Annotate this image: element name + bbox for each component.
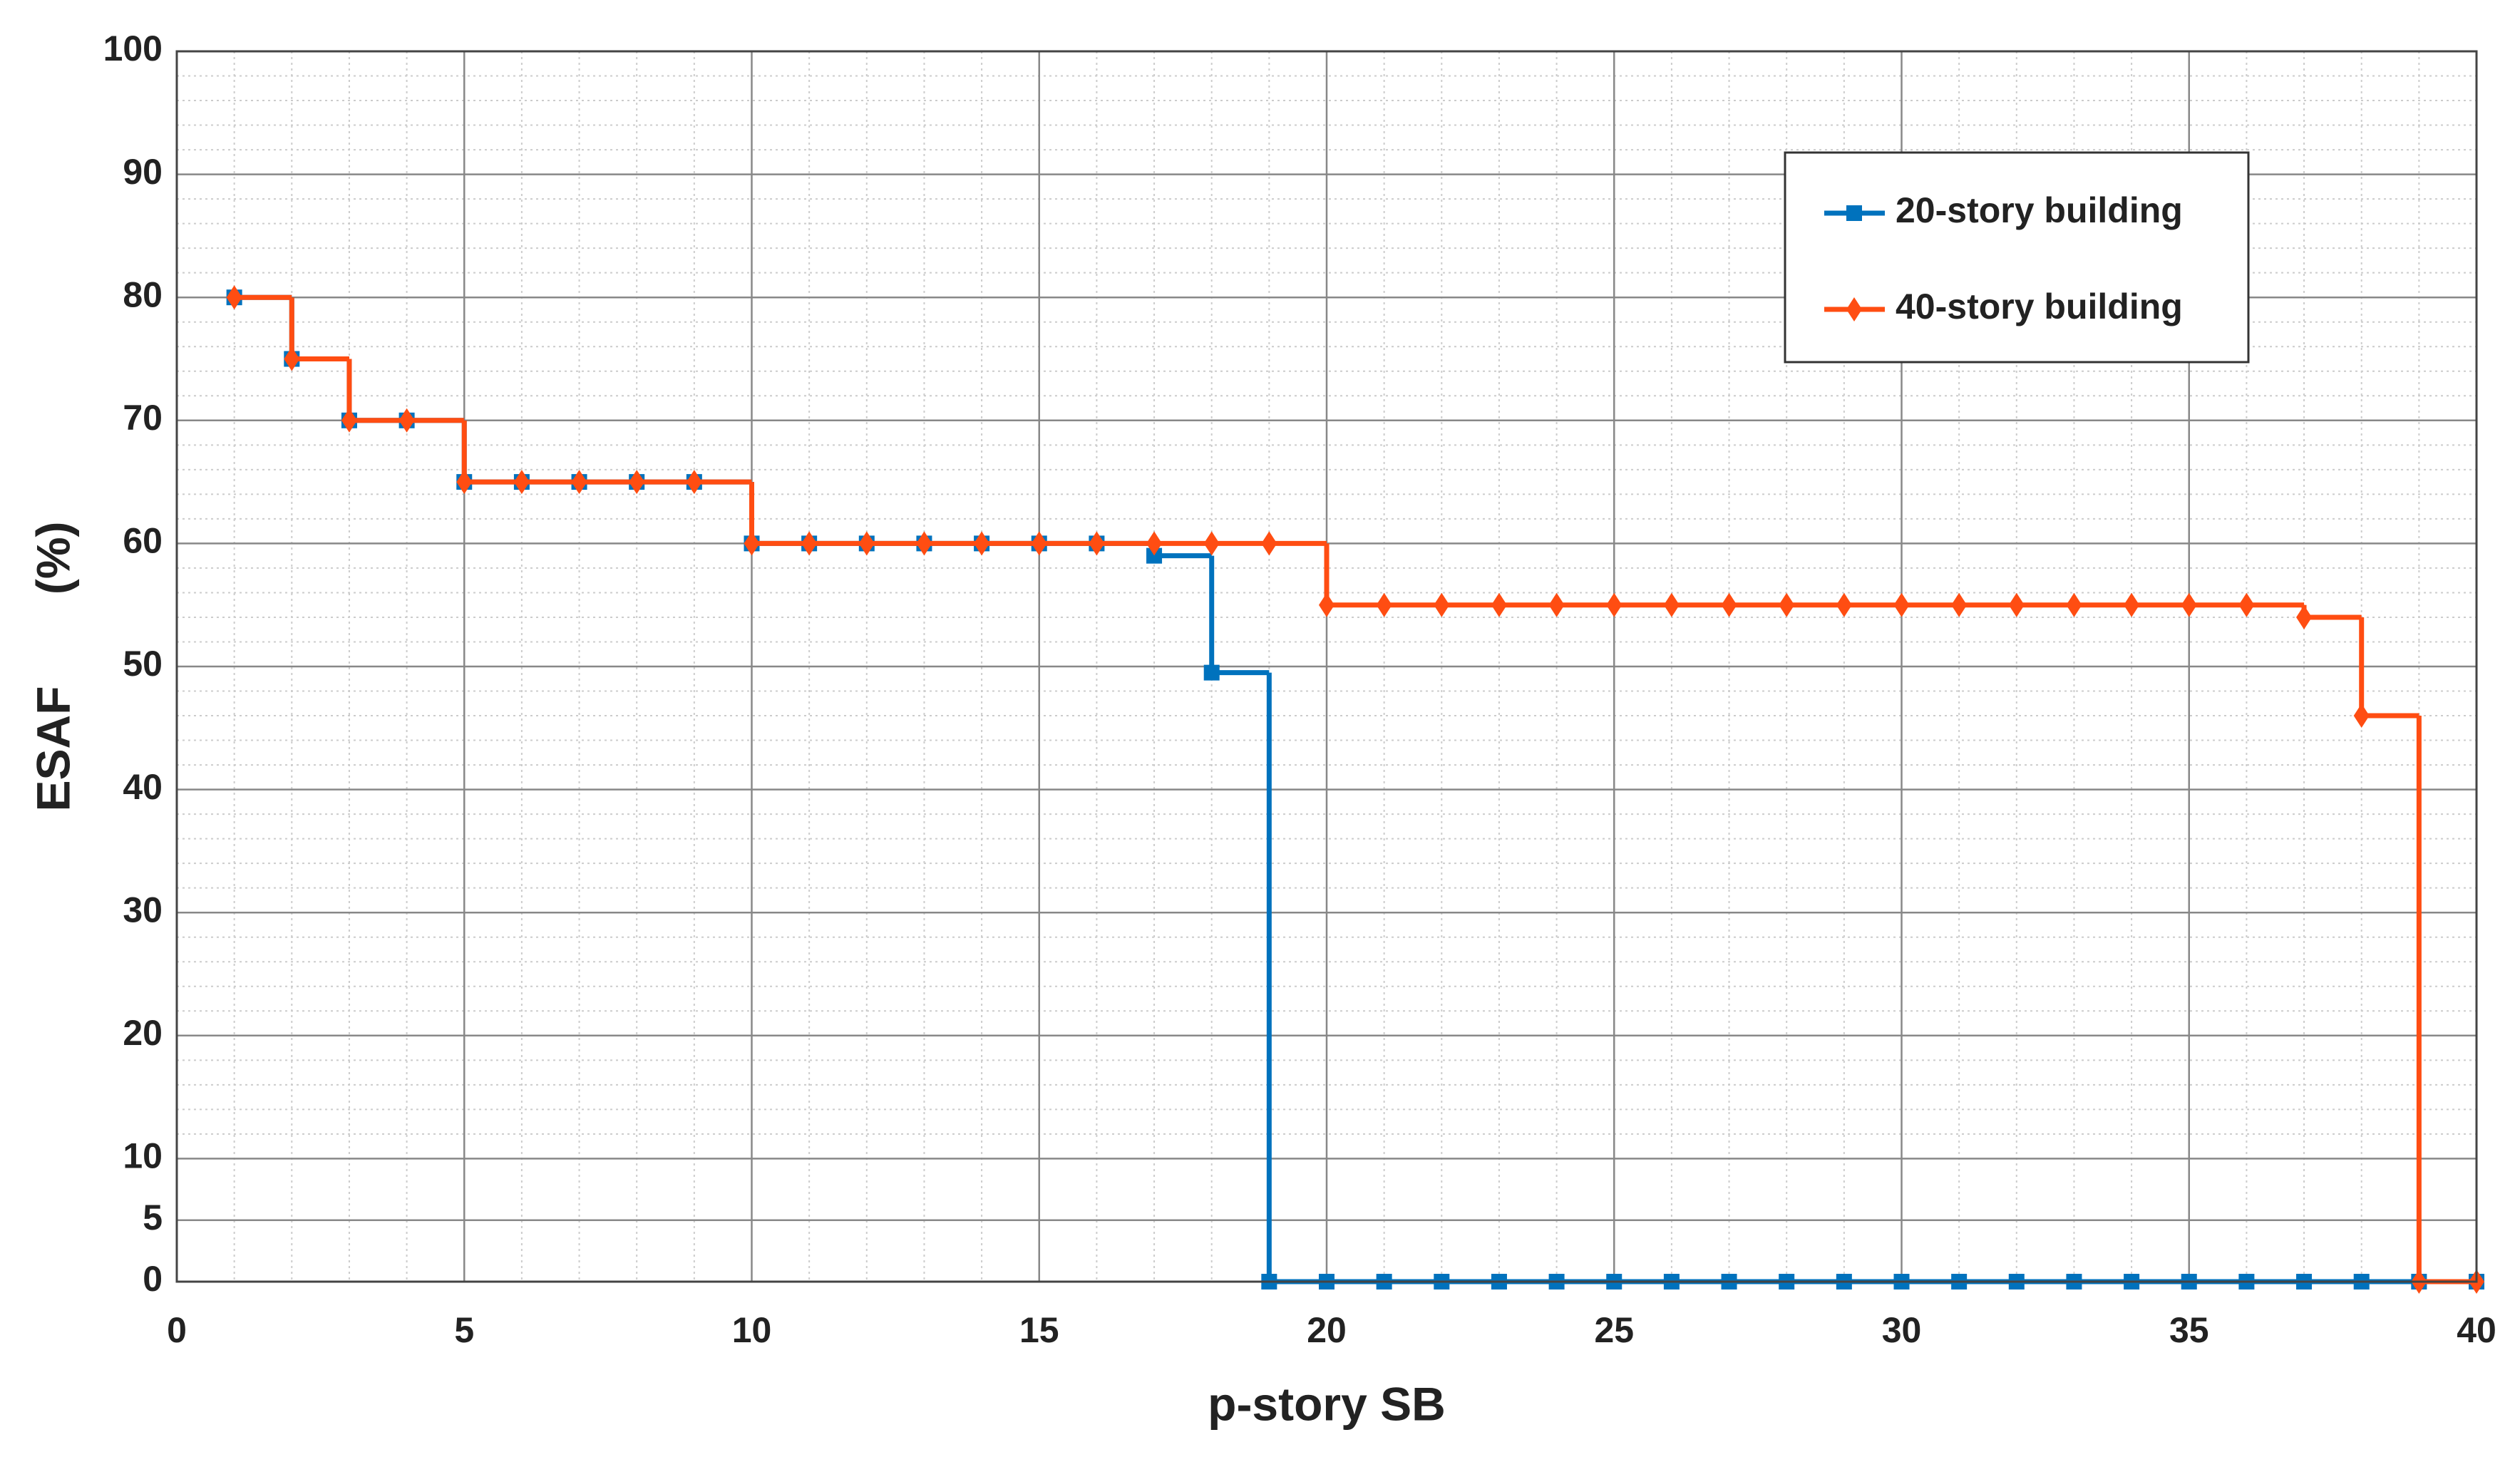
marker: [2181, 592, 2197, 617]
y-tick-label: 70: [123, 398, 163, 438]
legend-label: 20-story building: [1896, 190, 2183, 230]
marker: [284, 346, 300, 371]
series: [226, 285, 2484, 1294]
y-tick-label: 10: [123, 1136, 163, 1176]
x-tick-label: 0: [167, 1310, 187, 1350]
marker: [1846, 205, 1862, 221]
marker: [1146, 531, 1163, 556]
y-axis-label: ESAF (%): [26, 522, 79, 812]
marker: [2353, 704, 2370, 729]
marker: [2238, 592, 2255, 617]
marker: [1203, 531, 1220, 556]
marker: [1319, 592, 1334, 617]
x-tick-label: 40: [2457, 1310, 2496, 1350]
marker: [2124, 592, 2140, 617]
x-tick-label: 20: [1307, 1310, 1347, 1350]
plot-frame: [175, 50, 2478, 1283]
marker: [1261, 531, 1277, 556]
marker: [1491, 592, 1507, 617]
marker: [858, 531, 875, 556]
marker: [1606, 592, 1622, 617]
marker: [744, 531, 760, 556]
marker: [1951, 592, 1968, 617]
marker: [1836, 592, 1852, 617]
x-tick-label: 35: [2169, 1310, 2209, 1350]
marker: [1548, 592, 1565, 617]
y-tick-label: 90: [123, 152, 163, 192]
marker: [1031, 531, 1047, 556]
legend-label: 40-story building: [1896, 287, 2183, 326]
grid: [175, 50, 2478, 1283]
marker: [2008, 592, 2025, 617]
marker: [1893, 592, 1910, 617]
marker: [1721, 592, 1737, 617]
x-tick-label: 25: [1594, 1310, 1634, 1350]
y-tick-label: 0: [143, 1259, 163, 1299]
marker: [1434, 592, 1450, 617]
marker: [2066, 592, 2082, 617]
y-tick-label: 30: [123, 890, 163, 930]
marker: [1146, 547, 1163, 564]
y-tick-label: 40: [123, 767, 163, 807]
marker: [571, 470, 587, 495]
x-axis-label: p-story SB: [1208, 1377, 1446, 1430]
x-tick-label: 5: [454, 1310, 474, 1350]
marker: [456, 470, 473, 495]
marker: [1779, 592, 1795, 617]
y-tick-label: 80: [123, 274, 163, 314]
marker: [686, 470, 702, 495]
x-tick-label: 10: [732, 1310, 772, 1350]
marker: [513, 470, 530, 495]
marker: [1846, 297, 1862, 321]
marker: [974, 531, 990, 556]
x-tick-label: 15: [1019, 1310, 1059, 1350]
marker: [1376, 592, 1392, 617]
marker: [1203, 664, 1220, 681]
marker: [398, 408, 415, 433]
marker: [1089, 531, 1105, 556]
marker: [801, 531, 818, 556]
x-tick-label: 30: [1882, 1310, 1922, 1350]
legend: 20-story building 40-story building: [1784, 151, 2250, 364]
marker: [916, 531, 932, 556]
marker: [629, 470, 645, 495]
marker: [341, 408, 357, 433]
marker: [1663, 592, 1680, 617]
y-tick-label: 20: [123, 1013, 163, 1053]
marker: [226, 285, 242, 310]
y-tick-label: 100: [103, 29, 163, 68]
y-tick-label: 50: [123, 644, 163, 684]
marker: [2296, 604, 2313, 629]
legend-box: [1784, 151, 2250, 364]
y-tick-label: 5: [143, 1198, 163, 1237]
y-tick-label: 60: [123, 521, 163, 561]
